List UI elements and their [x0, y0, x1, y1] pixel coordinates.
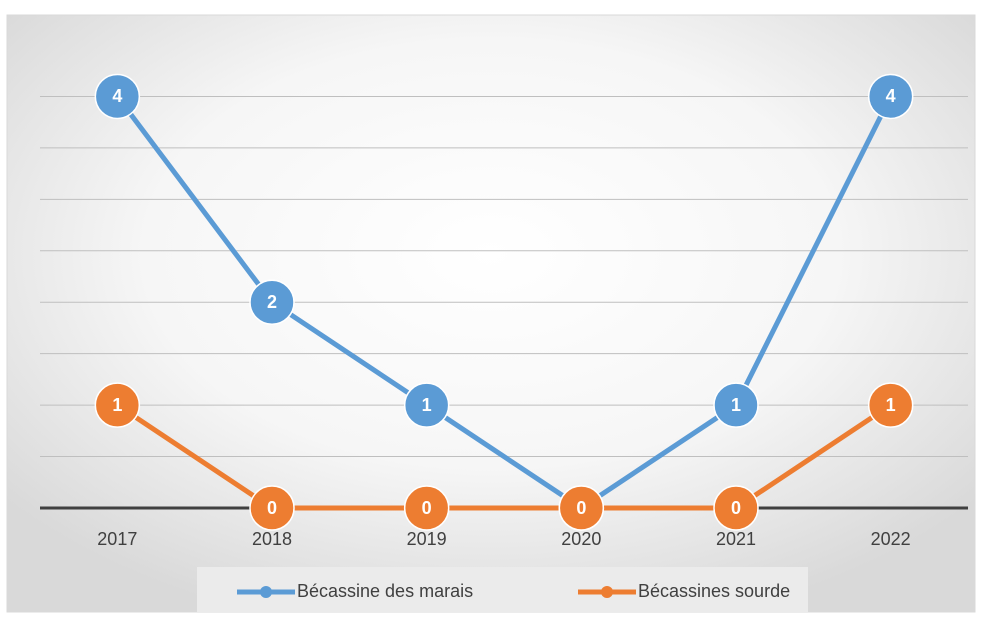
point-marker — [867, 382, 914, 428]
data-label: 0 — [422, 498, 432, 518]
data-label: 4 — [112, 86, 122, 106]
x-tick-label: 2022 — [871, 529, 911, 549]
series-line — [115, 94, 893, 511]
legend-marker — [601, 586, 613, 598]
point-marker — [713, 485, 759, 531]
series-line — [115, 403, 893, 511]
data-label: 1 — [731, 395, 741, 415]
data-label: 0 — [576, 498, 586, 518]
x-tick-label: 2020 — [561, 529, 601, 549]
point-marker — [249, 485, 295, 531]
data-label: 4 — [886, 86, 896, 106]
x-tick-label: 2017 — [97, 529, 137, 549]
point-marker — [403, 382, 450, 428]
data-label: 0 — [267, 498, 277, 518]
point-marker — [713, 382, 759, 428]
legend-label: Bécassines sourde — [638, 581, 790, 601]
x-tick-label: 2019 — [407, 529, 447, 549]
legend-marker — [260, 586, 272, 598]
point-marker — [249, 279, 295, 325]
data-label: 0 — [731, 498, 741, 518]
legend-label: Bécassine des marais — [297, 581, 473, 601]
point-marker — [403, 485, 450, 531]
data-label: 2 — [267, 292, 277, 312]
point-marker — [94, 382, 141, 428]
data-label: 1 — [422, 395, 432, 415]
point-marker — [94, 73, 141, 120]
chart-area — [6, 14, 976, 613]
x-tick-label: 2018 — [252, 529, 292, 549]
point-marker — [867, 73, 914, 120]
data-label: 1 — [886, 395, 896, 415]
data-label: 1 — [112, 395, 122, 415]
legend-box — [197, 567, 808, 612]
x-tick-label: 2021 — [716, 529, 756, 549]
point-marker — [558, 485, 605, 531]
